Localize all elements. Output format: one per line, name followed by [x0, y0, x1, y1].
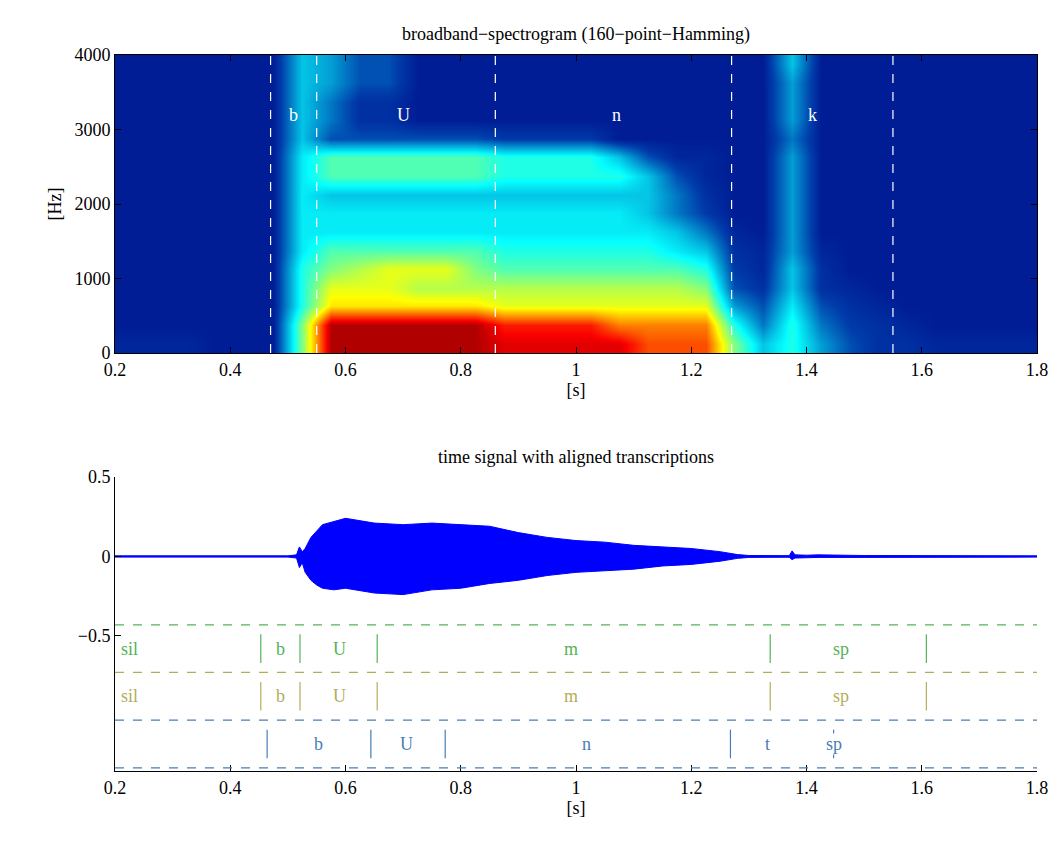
svg-text:0.6: 0.6	[334, 778, 357, 798]
svg-text:U: U	[333, 639, 346, 659]
svg-text:1.4: 1.4	[795, 778, 818, 798]
svg-text:sp: sp	[833, 639, 849, 659]
svg-text:1.8: 1.8	[1026, 778, 1049, 798]
svg-text:b: b	[314, 734, 323, 754]
svg-text:m: m	[564, 686, 578, 706]
svg-text:U: U	[400, 734, 413, 754]
svg-text:U: U	[333, 686, 346, 706]
svg-text:1.6: 1.6	[911, 360, 934, 380]
svg-text:0.5: 0.5	[88, 467, 111, 487]
svg-text:0.4: 0.4	[219, 360, 242, 380]
svg-text:broadband−spectrogram (160−poi: broadband−spectrogram (160−point−Hamming…	[402, 24, 750, 45]
svg-text:[Hz]: [Hz]	[45, 188, 65, 221]
svg-text:1: 1	[572, 360, 581, 380]
svg-text:1000: 1000	[74, 269, 110, 289]
svg-text:1.8: 1.8	[1026, 360, 1049, 380]
svg-text:1.2: 1.2	[680, 778, 703, 798]
svg-text:sil: sil	[121, 686, 138, 706]
svg-text:0.8: 0.8	[450, 778, 473, 798]
svg-text:1: 1	[572, 778, 581, 798]
svg-text:sp: sp	[833, 686, 849, 706]
svg-text:k: k	[808, 105, 817, 125]
svg-text:n: n	[612, 105, 621, 125]
svg-text:−0.5: −0.5	[78, 626, 111, 646]
svg-text:1.6: 1.6	[911, 778, 934, 798]
svg-text:[s]: [s]	[567, 798, 586, 818]
svg-text:0.2: 0.2	[104, 360, 127, 380]
svg-text:0: 0	[101, 343, 110, 363]
svg-text:b: b	[276, 639, 285, 659]
svg-text:0.4: 0.4	[219, 778, 242, 798]
svg-text:3000: 3000	[74, 120, 110, 140]
svg-text:1.4: 1.4	[795, 360, 818, 380]
svg-text:sp: sp	[826, 734, 842, 754]
svg-text:t: t	[765, 734, 770, 754]
svg-text:4000: 4000	[74, 45, 110, 65]
svg-text:n: n	[582, 734, 591, 754]
svg-text:2000: 2000	[74, 194, 110, 214]
svg-text:time signal with aligned trans: time signal with aligned transcriptions	[438, 447, 714, 467]
svg-text:b: b	[289, 105, 298, 125]
svg-text:0.6: 0.6	[334, 360, 357, 380]
svg-text:[s]: [s]	[567, 380, 586, 400]
svg-text:b: b	[276, 686, 285, 706]
svg-text:m: m	[564, 639, 578, 659]
svg-text:0: 0	[101, 547, 110, 567]
svg-text:0.2: 0.2	[104, 778, 127, 798]
svg-text:0.8: 0.8	[450, 360, 473, 380]
svg-text:sil: sil	[121, 639, 138, 659]
svg-text:1.2: 1.2	[680, 360, 703, 380]
svg-text:U: U	[397, 105, 410, 125]
